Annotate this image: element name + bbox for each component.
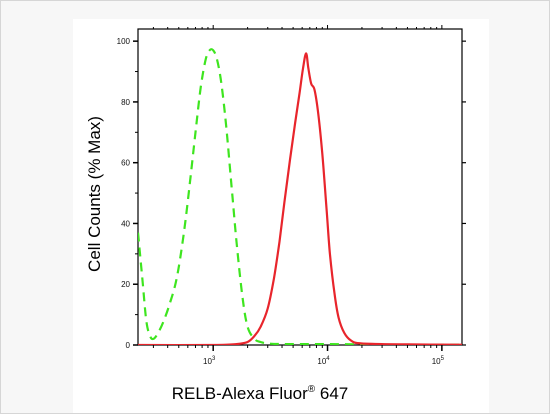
x-tick-label-10-4: 104 xyxy=(317,356,330,366)
y-tick-label-60: 60 xyxy=(121,159,130,168)
x-tick-label-10-5: 105 xyxy=(432,356,445,366)
axis-labels: Cell Counts (% Max) RELB-Alexa Fluor® 64… xyxy=(85,116,348,403)
y-tick-label-20: 20 xyxy=(121,280,130,289)
y-tick-label-40: 40 xyxy=(121,219,130,228)
plot-axes: 0 20 40 60 80 100 103 104 105 xyxy=(117,25,466,366)
y-tick-label-100: 100 xyxy=(117,37,131,46)
y-tick-label-0: 0 xyxy=(126,341,131,350)
series-line-1 xyxy=(138,48,462,345)
series-layer xyxy=(138,48,462,345)
chart-panel: 0 20 40 60 80 100 103 104 105 Cell Counts (% Max… xyxy=(73,19,489,413)
x-tick-label-10-3: 103 xyxy=(203,356,216,366)
x-axis-label: RELB-Alexa Fluor® 647 xyxy=(172,384,349,403)
series-line-2 xyxy=(138,52,462,345)
flow-cytometry-histogram: 0 20 40 60 80 100 103 104 105 Cell Counts (% Max… xyxy=(85,25,466,403)
plot-frame xyxy=(137,28,463,346)
y-axis-label: Cell Counts (% Max) xyxy=(85,116,104,272)
y-tick-label-80: 80 xyxy=(121,98,130,107)
